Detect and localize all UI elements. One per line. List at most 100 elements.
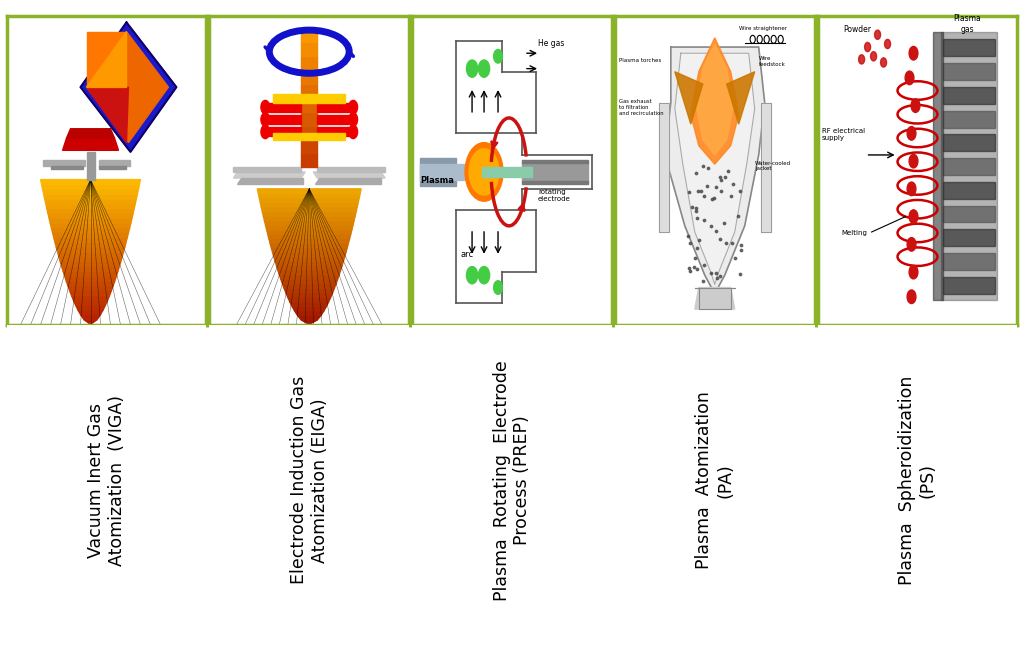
Point [720, 166, 736, 177]
Point [695, 260, 712, 270]
Circle shape [907, 290, 915, 304]
Polygon shape [943, 253, 995, 270]
Polygon shape [283, 284, 336, 288]
Polygon shape [522, 162, 588, 182]
Circle shape [909, 210, 918, 223]
Polygon shape [50, 223, 131, 228]
Point [685, 262, 701, 273]
Polygon shape [271, 248, 347, 252]
Point [723, 191, 739, 201]
Point [699, 180, 716, 191]
Polygon shape [276, 265, 342, 270]
Polygon shape [269, 239, 349, 243]
Text: Gas exhaust
to filtration
and recirculation: Gas exhaust to filtration and recirculat… [618, 99, 664, 116]
Point [712, 234, 728, 245]
Polygon shape [269, 115, 301, 124]
Polygon shape [943, 63, 995, 80]
Point [724, 238, 740, 249]
Polygon shape [522, 181, 588, 184]
Polygon shape [45, 199, 136, 204]
Text: rotating
electrode: rotating electrode [538, 190, 570, 202]
Circle shape [864, 42, 870, 52]
Polygon shape [81, 22, 176, 152]
Text: Plasma  Rotating  Electrode
Process (PREP): Plasma Rotating Electrode Process (PREP) [493, 360, 531, 600]
Circle shape [494, 281, 503, 294]
Polygon shape [943, 206, 995, 223]
Circle shape [349, 113, 357, 127]
Text: Powder: Powder [844, 25, 871, 34]
Polygon shape [317, 115, 349, 124]
Point [680, 230, 696, 241]
Polygon shape [87, 32, 127, 87]
Polygon shape [78, 310, 103, 315]
Point [732, 186, 749, 196]
Circle shape [874, 30, 881, 40]
Polygon shape [42, 184, 139, 190]
Point [716, 218, 732, 228]
Polygon shape [269, 127, 301, 136]
Text: Vacuum Inert Gas
Atomization  (VIGA): Vacuum Inert Gas Atomization (VIGA) [87, 395, 126, 566]
Point [710, 273, 726, 284]
Point [727, 253, 743, 263]
Polygon shape [420, 158, 456, 186]
Polygon shape [301, 29, 317, 42]
Circle shape [870, 52, 877, 61]
Polygon shape [261, 207, 357, 212]
Polygon shape [317, 103, 349, 112]
Polygon shape [238, 178, 303, 184]
Point [712, 171, 728, 182]
Polygon shape [41, 180, 140, 184]
Point [689, 243, 706, 254]
Polygon shape [44, 194, 137, 199]
Circle shape [858, 55, 864, 64]
Polygon shape [675, 72, 702, 124]
Polygon shape [301, 112, 317, 126]
Point [696, 215, 713, 225]
Point [707, 193, 723, 203]
Polygon shape [941, 32, 997, 300]
Polygon shape [70, 291, 112, 295]
Polygon shape [61, 267, 120, 271]
Polygon shape [52, 233, 128, 238]
Polygon shape [761, 103, 771, 232]
Polygon shape [301, 320, 317, 324]
Point [708, 267, 724, 278]
Circle shape [467, 267, 477, 284]
Point [732, 269, 749, 279]
Polygon shape [691, 38, 738, 164]
Point [681, 187, 697, 197]
Polygon shape [665, 47, 765, 293]
Polygon shape [233, 167, 301, 172]
Text: Water-cooled
jacket: Water-cooled jacket [755, 160, 791, 171]
Circle shape [494, 49, 503, 63]
Polygon shape [298, 315, 321, 320]
Polygon shape [943, 40, 995, 56]
Polygon shape [62, 138, 119, 151]
Polygon shape [943, 182, 995, 199]
Polygon shape [63, 271, 118, 276]
Point [690, 186, 707, 196]
Polygon shape [43, 160, 85, 165]
Circle shape [907, 182, 915, 195]
Polygon shape [55, 242, 126, 247]
Polygon shape [87, 32, 127, 87]
Polygon shape [278, 270, 341, 275]
Polygon shape [59, 257, 122, 262]
Polygon shape [54, 238, 127, 242]
Circle shape [881, 58, 887, 67]
Point [713, 175, 729, 186]
Text: Plasma  Spheroidization
(PS): Plasma Spheroidization (PS) [898, 376, 937, 585]
Point [689, 263, 706, 274]
Polygon shape [68, 286, 113, 291]
Polygon shape [727, 72, 755, 124]
Polygon shape [292, 306, 327, 311]
Polygon shape [233, 172, 305, 178]
Polygon shape [482, 167, 532, 177]
Circle shape [885, 40, 891, 49]
Point [688, 203, 705, 214]
Polygon shape [272, 252, 346, 256]
Polygon shape [47, 208, 134, 214]
Polygon shape [658, 103, 669, 232]
Polygon shape [266, 230, 352, 234]
Polygon shape [301, 70, 317, 84]
